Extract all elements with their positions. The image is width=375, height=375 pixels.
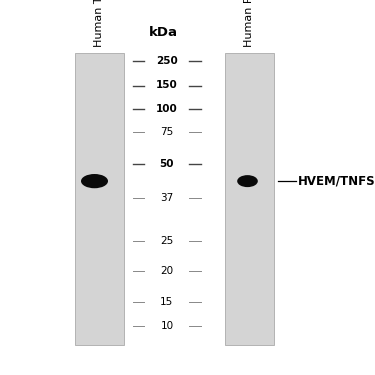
Text: Human PBMCs: Human PBMCs [244,0,254,47]
Ellipse shape [81,174,108,188]
Text: 50: 50 [160,159,174,169]
Text: 20: 20 [160,266,173,276]
Text: kDa: kDa [148,26,178,39]
Ellipse shape [237,175,258,187]
Text: Human Thymus: Human Thymus [94,0,104,47]
Text: 100: 100 [156,104,178,114]
Bar [75,53,124,345]
Text: 10: 10 [160,321,173,331]
Text: 25: 25 [160,236,174,246]
Text: 75: 75 [160,127,174,137]
Text: 250: 250 [156,56,178,66]
Text: 37: 37 [160,193,174,203]
Text: HVEM/TNFSF14: HVEM/TNFSF14 [298,175,375,188]
Text: 150: 150 [156,81,178,90]
Bar [225,53,274,345]
Text: 15: 15 [160,297,174,307]
